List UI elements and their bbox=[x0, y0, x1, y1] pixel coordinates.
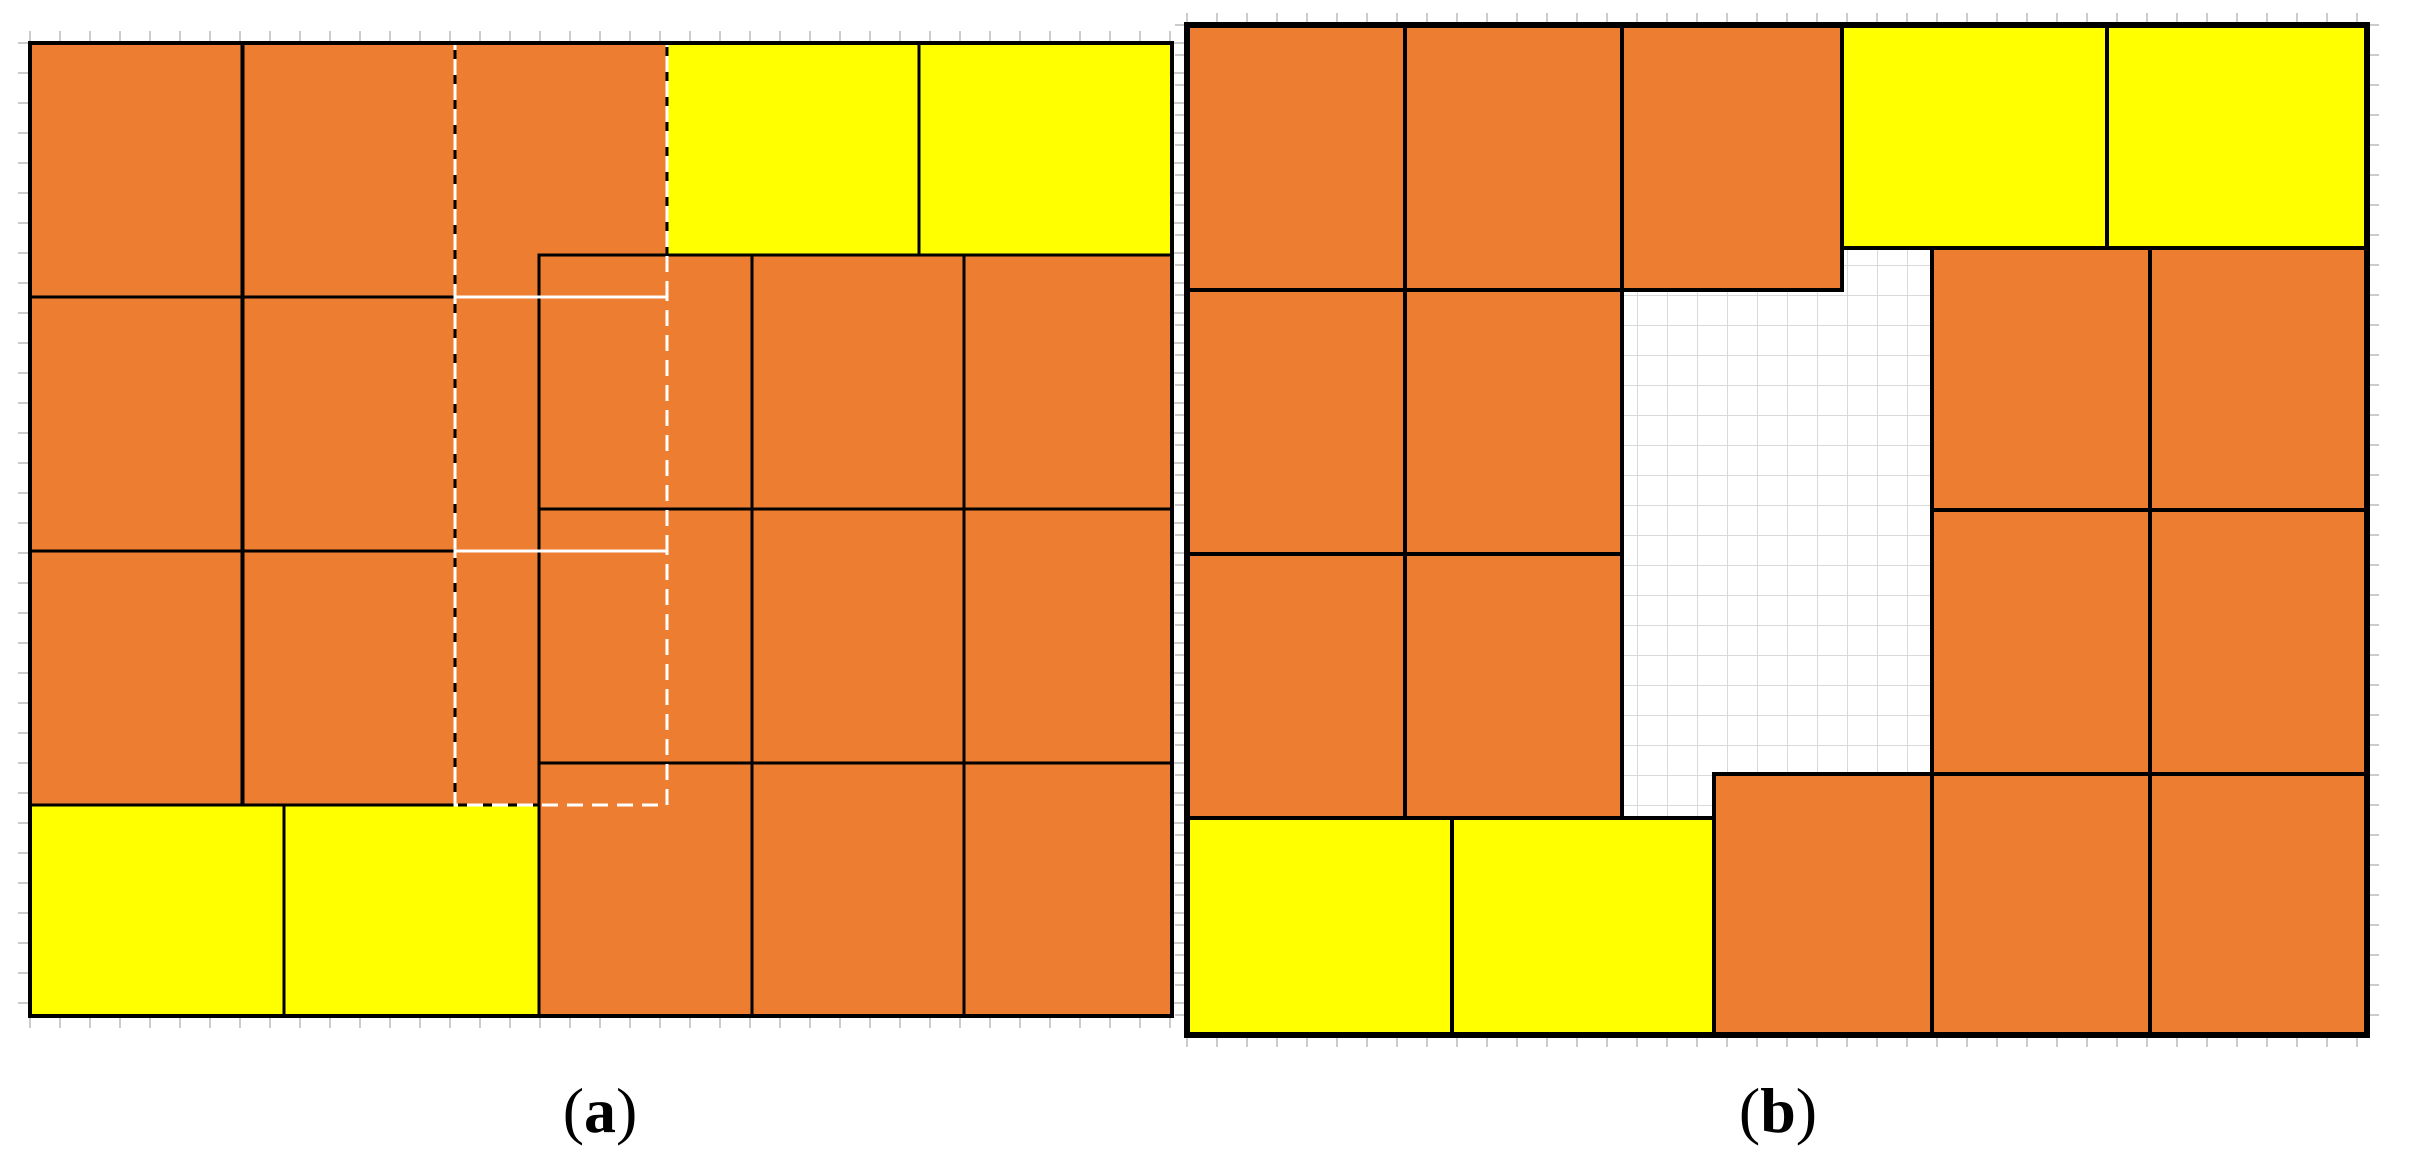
panel-a-right-block bbox=[537, 507, 754, 765]
panel-a-right-block bbox=[962, 507, 1174, 765]
panel-b-orange-block bbox=[1930, 508, 2152, 776]
panel-a-right-block bbox=[750, 761, 966, 1018]
panel-b-orange-block bbox=[2148, 246, 2369, 512]
panel-a-yellow-block bbox=[665, 41, 921, 257]
panel-b-orange-block bbox=[1930, 246, 2152, 512]
panel-b-grid-gap bbox=[1622, 248, 1932, 818]
panel-a-border bbox=[28, 41, 1174, 1018]
panel-a-left-block bbox=[28, 41, 244, 299]
panel-b-blocks bbox=[1185, 23, 2369, 1037]
panel-a-left-block bbox=[28, 295, 244, 553]
panel-a-dashed-cell bbox=[453, 295, 669, 553]
panel-b-orange-block bbox=[1403, 23, 1624, 292]
panel-a-yellow-block bbox=[28, 803, 286, 1018]
panel-b-border bbox=[1184, 22, 2370, 1038]
panel-b-yellow-block bbox=[1840, 23, 2109, 250]
panel-b-orange-block bbox=[1185, 288, 1407, 556]
panel-b bbox=[1175, 13, 2379, 1047]
caption-b: (b) bbox=[1739, 1075, 1817, 1146]
panel-b-orange-block bbox=[1930, 772, 2152, 1037]
caption-a: (a) bbox=[563, 1075, 638, 1146]
panel-b-orange-block bbox=[1712, 772, 1934, 1037]
panel-b-yellow-block bbox=[1450, 816, 1716, 1037]
panel-a-right-block bbox=[750, 507, 966, 765]
panel-a-left-block bbox=[28, 549, 244, 807]
panel-a-dashed-cell bbox=[453, 549, 669, 807]
panel-a bbox=[18, 31, 1184, 1028]
panel-a-right-block bbox=[962, 253, 1174, 511]
panel-a-right-block bbox=[537, 761, 754, 1018]
panel-a-right-block bbox=[962, 761, 1174, 1018]
panel-a-right-block bbox=[537, 253, 754, 511]
panel-b-yellow-block bbox=[1185, 816, 1454, 1037]
panel-a-yellow-block bbox=[917, 41, 1174, 257]
panel-b-orange-block bbox=[1185, 552, 1407, 820]
panel-b-orange-block bbox=[1403, 552, 1624, 820]
panel-a-yellow-block bbox=[282, 803, 541, 1018]
panel-b-yellow-block bbox=[2105, 23, 2369, 250]
panel-b-orange-block bbox=[1620, 23, 1844, 292]
panel-b-orange-block bbox=[1403, 288, 1624, 556]
panel-a-left-block bbox=[241, 41, 457, 299]
panel-a-blocks bbox=[28, 41, 1174, 1018]
panel-b-orange-block bbox=[2148, 508, 2369, 776]
panel-b-orange-block bbox=[1185, 23, 1407, 292]
panel-b-orange-block bbox=[2148, 772, 2369, 1037]
panel-a-right-block bbox=[750, 253, 966, 511]
panel-a-left-block bbox=[241, 549, 457, 807]
panel-a-left-block bbox=[241, 295, 457, 553]
